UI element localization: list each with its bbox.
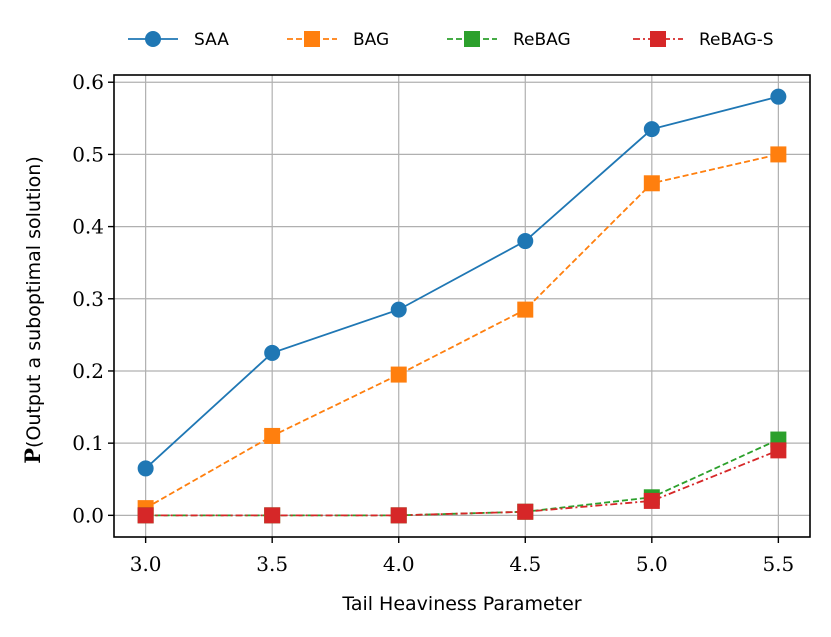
x-tick-label: 3.0 — [130, 552, 162, 576]
legend-marker-saa — [145, 31, 161, 47]
series-layer — [137, 88, 787, 524]
legend-item-saa: SAA — [128, 30, 229, 50]
data-point-saa — [770, 88, 787, 105]
data-point-saa — [137, 460, 154, 477]
data-point-rebag-s — [137, 507, 154, 524]
data-point-rebag-s — [643, 492, 660, 509]
x-tick-label: 4.0 — [383, 552, 415, 576]
legend-marker-rebag-s — [650, 31, 666, 47]
data-point-bag — [264, 427, 281, 444]
y-tick-label: 0.5 — [72, 142, 104, 166]
x-tick-label: 5.0 — [636, 552, 668, 576]
data-point-bag — [643, 175, 660, 192]
legend-marker-bag — [304, 31, 320, 47]
series-line-bag — [145, 153, 779, 509]
data-point-bag — [390, 366, 407, 383]
data-point-rebag-s — [770, 442, 787, 459]
y-axis-label: P(Output a suboptimal solution) — [20, 156, 45, 463]
series-rebag-s — [137, 442, 787, 524]
series-bag — [137, 146, 787, 517]
y-tick-label: 0.2 — [72, 359, 104, 383]
x-axis-label: Tail Heaviness Parameter — [341, 593, 581, 615]
series-line-rebag-s — [145, 449, 779, 517]
legend: SAA BAG ReBAG ReBAG-S — [128, 30, 774, 50]
y-tick-label: 0.1 — [72, 431, 104, 455]
y-tick-label: 0.3 — [72, 287, 104, 311]
data-point-bag — [517, 301, 534, 318]
legend-label-bag: BAG — [353, 30, 389, 50]
y-axis-label-prefix: P — [20, 448, 45, 464]
legend-marker-rebag — [464, 31, 480, 47]
data-point-saa — [517, 233, 534, 250]
data-point-rebag-s — [517, 503, 534, 520]
data-point-rebag-s — [264, 507, 281, 524]
legend-label-rebag-s: ReBAG-S — [699, 30, 774, 50]
y-axis-label-rest: (Output a suboptimal solution) — [23, 156, 45, 448]
series-line-saa — [145, 95, 779, 470]
x-tick-label: 4.5 — [509, 552, 541, 576]
legend-label-saa: SAA — [194, 30, 229, 50]
data-point-bag — [770, 146, 787, 163]
legend-item-bag: BAG — [287, 30, 389, 50]
data-point-saa — [264, 344, 281, 361]
y-tick-label: 0.0 — [72, 503, 104, 527]
plot-frame — [113, 74, 811, 538]
series-saa — [137, 88, 787, 477]
y-tick-label: 0.4 — [72, 215, 104, 239]
data-point-saa — [390, 301, 407, 318]
grid — [114, 75, 810, 537]
legend-label-rebag: ReBAG — [513, 30, 571, 50]
y-tick-label: 0.6 — [72, 70, 104, 94]
data-point-rebag-s — [390, 507, 407, 524]
x-tick-label: 3.5 — [256, 552, 288, 576]
series-rebag — [137, 431, 787, 524]
axis-ticks: 3.0 3.5 4.0 4.5 5.0 5.5 0.0 0.1 0.2 0.3 0.4 0.5 0.6 — [72, 70, 794, 576]
series-line-rebag — [145, 438, 779, 517]
data-point-saa — [643, 121, 660, 138]
legend-item-rebag-s: ReBAG-S — [633, 30, 774, 50]
x-tick-label: 5.5 — [762, 552, 794, 576]
legend-item-rebag: ReBAG — [447, 30, 571, 50]
